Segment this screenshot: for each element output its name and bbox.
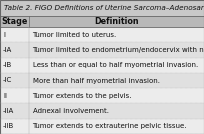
- Bar: [0, 73, 204, 88]
- Bar: [0, 88, 204, 103]
- Text: I: I: [3, 32, 5, 38]
- Text: Definition: Definition: [94, 17, 139, 26]
- Text: Tumor limited to endometrium/endocervix with no myometrial: Tumor limited to endometrium/endocervix …: [33, 47, 204, 53]
- Text: II: II: [3, 93, 7, 99]
- Text: Tumor extends to extrauterine pelvic tissue.: Tumor extends to extrauterine pelvic tis…: [33, 123, 187, 129]
- Text: Tumor limited to uterus.: Tumor limited to uterus.: [33, 32, 117, 38]
- Bar: [0, 119, 204, 134]
- Text: -IB: -IB: [3, 62, 12, 68]
- Text: -IC: -IC: [3, 77, 12, 83]
- Text: -IA: -IA: [3, 47, 12, 53]
- Bar: [0, 0, 204, 16]
- Text: Stage: Stage: [1, 17, 28, 26]
- Text: Table 2. FIGO Definitions of Uterine Sarcoma–Adenosarcom: Table 2. FIGO Definitions of Uterine Sar…: [4, 5, 204, 11]
- Bar: [0, 58, 204, 73]
- Text: Less than or equal to half myometrial invasion.: Less than or equal to half myometrial in…: [33, 62, 198, 68]
- Bar: [0, 27, 204, 42]
- Text: Tumor extends to the pelvis.: Tumor extends to the pelvis.: [33, 93, 132, 99]
- Text: -IIB: -IIB: [3, 123, 14, 129]
- Text: More than half myometrial invasion.: More than half myometrial invasion.: [33, 77, 160, 83]
- Bar: [0, 42, 204, 58]
- Text: Adnexal involvement.: Adnexal involvement.: [33, 108, 109, 114]
- Bar: [0, 103, 204, 119]
- Text: -IIA: -IIA: [3, 108, 14, 114]
- Bar: [0, 16, 204, 27]
